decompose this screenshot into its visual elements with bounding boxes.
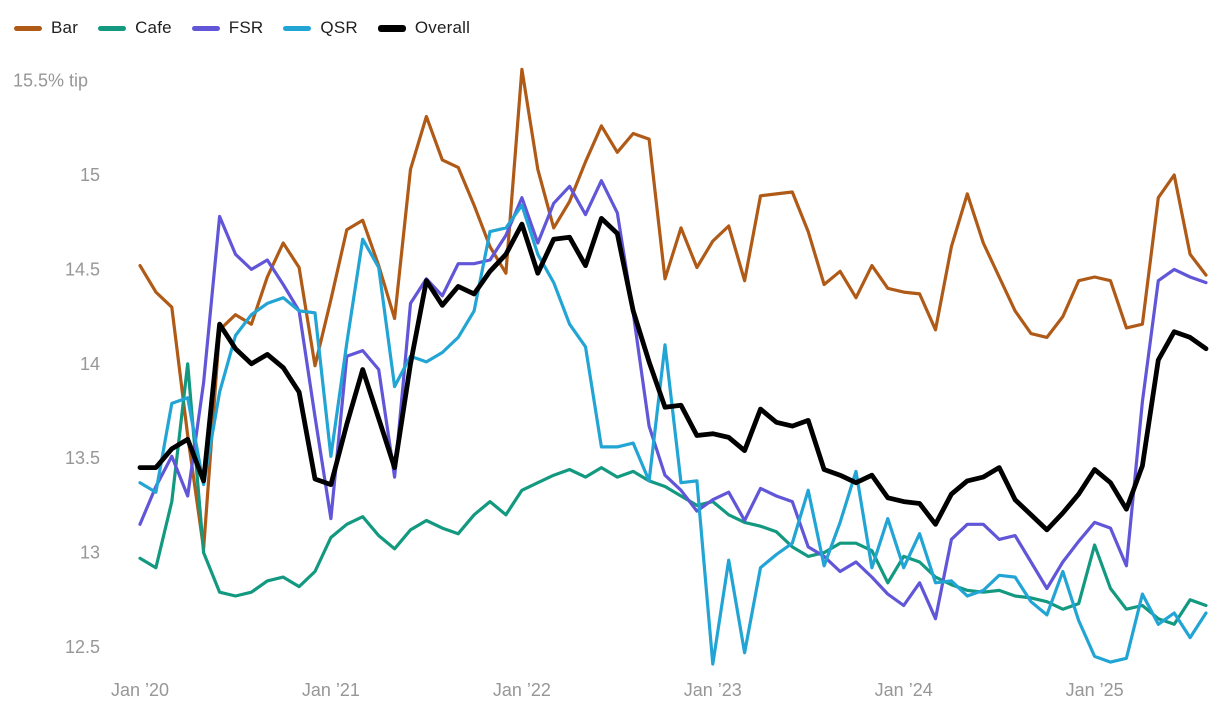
legend-label-fsr: FSR xyxy=(228,18,264,37)
x-axis-tick-label: Jan ’24 xyxy=(875,680,933,700)
legend-item-overall: Overall xyxy=(377,18,471,38)
legend-swatch-bar xyxy=(14,25,42,31)
x-axis-tick-label: Jan ’22 xyxy=(493,680,551,700)
legend-swatch-cafe xyxy=(98,25,127,31)
legend-swatch-overall xyxy=(377,24,406,32)
legend-item-bar: Bar xyxy=(14,18,78,38)
series-line-qsr xyxy=(138,203,1208,666)
x-axis-tick-label: Jan ’25 xyxy=(1066,680,1124,700)
series-line-fsr xyxy=(138,179,1208,621)
legend-item-fsr: FSR xyxy=(191,18,264,38)
chart-legend: Bar Cafe FSR QSR Overall xyxy=(14,18,470,38)
legend-label-qsr: QSR xyxy=(320,18,358,37)
y-axis-unit-label: 15.5% tip xyxy=(13,71,88,91)
series-line-bar xyxy=(138,67,1208,551)
x-axis-tick-label: Jan ’20 xyxy=(111,680,169,700)
x-axis-tick-label: Jan ’21 xyxy=(302,680,360,700)
y-axis-tick-label: 13.5 xyxy=(65,448,100,468)
legend-swatch-fsr xyxy=(191,25,220,31)
legend-swatch-qsr xyxy=(283,25,312,31)
legend-item-cafe: Cafe xyxy=(98,18,172,38)
legend-label-overall: Overall xyxy=(414,18,471,37)
legend-item-qsr: QSR xyxy=(283,18,358,38)
y-axis-tick-label: 15 xyxy=(80,165,100,185)
y-axis-tick-label: 14 xyxy=(80,354,100,374)
legend-label-bar: Bar xyxy=(51,18,79,37)
y-axis-tick-label: 12.5 xyxy=(65,637,100,657)
y-axis-tick-label: 14.5 xyxy=(65,259,100,279)
x-axis-tick-label: Jan ’23 xyxy=(684,680,742,700)
y-axis-tick-label: 13 xyxy=(80,543,100,563)
legend-label-cafe: Cafe xyxy=(135,18,172,37)
series-line-overall xyxy=(137,215,1209,533)
